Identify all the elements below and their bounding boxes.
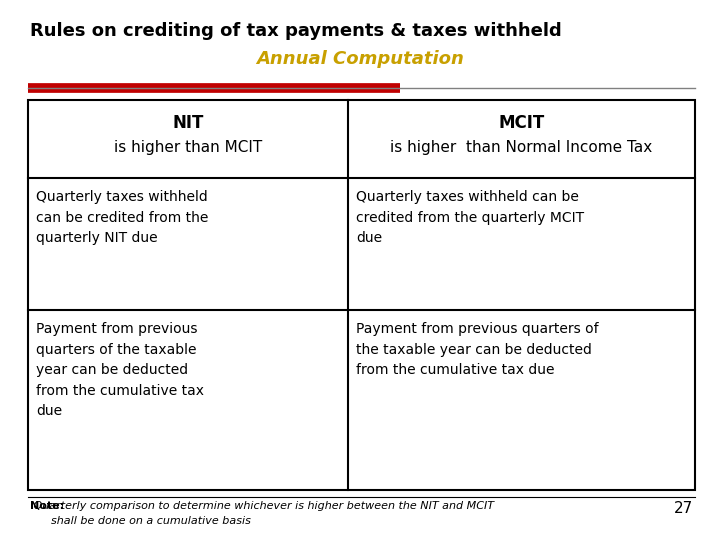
Text: Quarterly taxes withheld can be
credited from the quarterly MCIT
due: Quarterly taxes withheld can be credited… bbox=[356, 190, 584, 245]
Text: Note:: Note: bbox=[30, 501, 64, 511]
Text: is higher  than Normal Income Tax: is higher than Normal Income Tax bbox=[390, 140, 652, 155]
Text: Rules on crediting of tax payments & taxes withheld: Rules on crediting of tax payments & tax… bbox=[30, 22, 562, 40]
Text: Payment from previous
quarters of the taxable
year can be deducted
from the cumu: Payment from previous quarters of the ta… bbox=[36, 322, 204, 418]
Text: shall be done on a cumulative basis: shall be done on a cumulative basis bbox=[30, 516, 251, 526]
Text: Quarterly comparison to determine whichever is higher between the NIT and MCIT: Quarterly comparison to determine whiche… bbox=[30, 501, 494, 511]
Text: Annual Computation: Annual Computation bbox=[256, 50, 464, 68]
Text: Payment from previous quarters of
the taxable year can be deducted
from the cumu: Payment from previous quarters of the ta… bbox=[356, 322, 598, 377]
Text: MCIT: MCIT bbox=[498, 114, 544, 132]
Text: NIT: NIT bbox=[172, 114, 204, 132]
Text: 27: 27 bbox=[674, 501, 693, 516]
Bar bbox=[28, 100, 695, 490]
Text: is higher than MCIT: is higher than MCIT bbox=[114, 140, 262, 155]
Text: Quarterly taxes withheld
can be credited from the
quarterly NIT due: Quarterly taxes withheld can be credited… bbox=[36, 190, 208, 245]
